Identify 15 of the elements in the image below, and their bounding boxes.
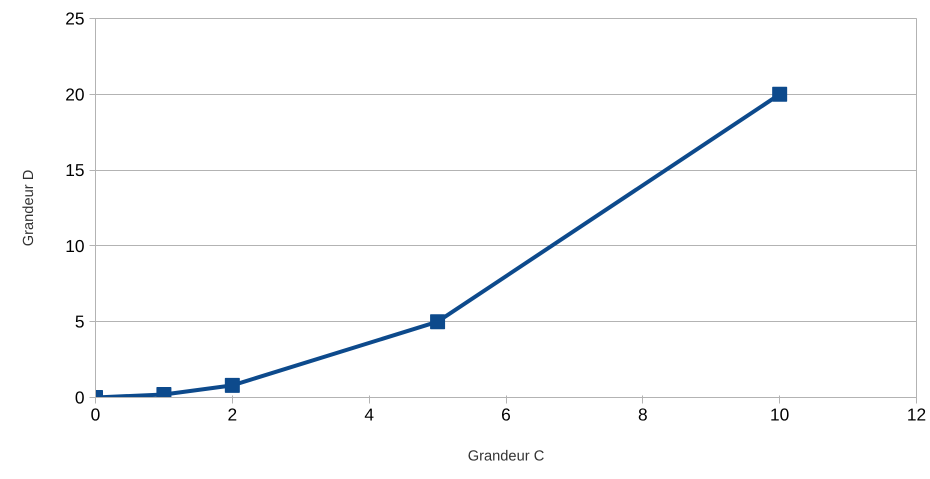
x-tick-label: 8 bbox=[638, 404, 648, 424]
x-tick-label: 6 bbox=[501, 404, 511, 424]
y-tick-label: 15 bbox=[65, 160, 85, 180]
x-tick-label: 0 bbox=[90, 404, 100, 424]
x-tick-label: 4 bbox=[364, 404, 374, 424]
y-tick-label: 10 bbox=[65, 236, 85, 256]
y-axis-title: Grandeur D bbox=[21, 170, 38, 246]
x-tick-label: 12 bbox=[906, 404, 926, 424]
y-tick-label: 25 bbox=[65, 8, 85, 28]
y-tick-label: 0 bbox=[74, 388, 85, 408]
y-tick-label: 20 bbox=[65, 84, 85, 104]
x-axis-title: Grandeur C bbox=[468, 448, 545, 464]
y-tick-label: 5 bbox=[74, 312, 85, 332]
x-tick-label: 10 bbox=[770, 404, 790, 424]
x-tick-label: 2 bbox=[228, 404, 238, 424]
